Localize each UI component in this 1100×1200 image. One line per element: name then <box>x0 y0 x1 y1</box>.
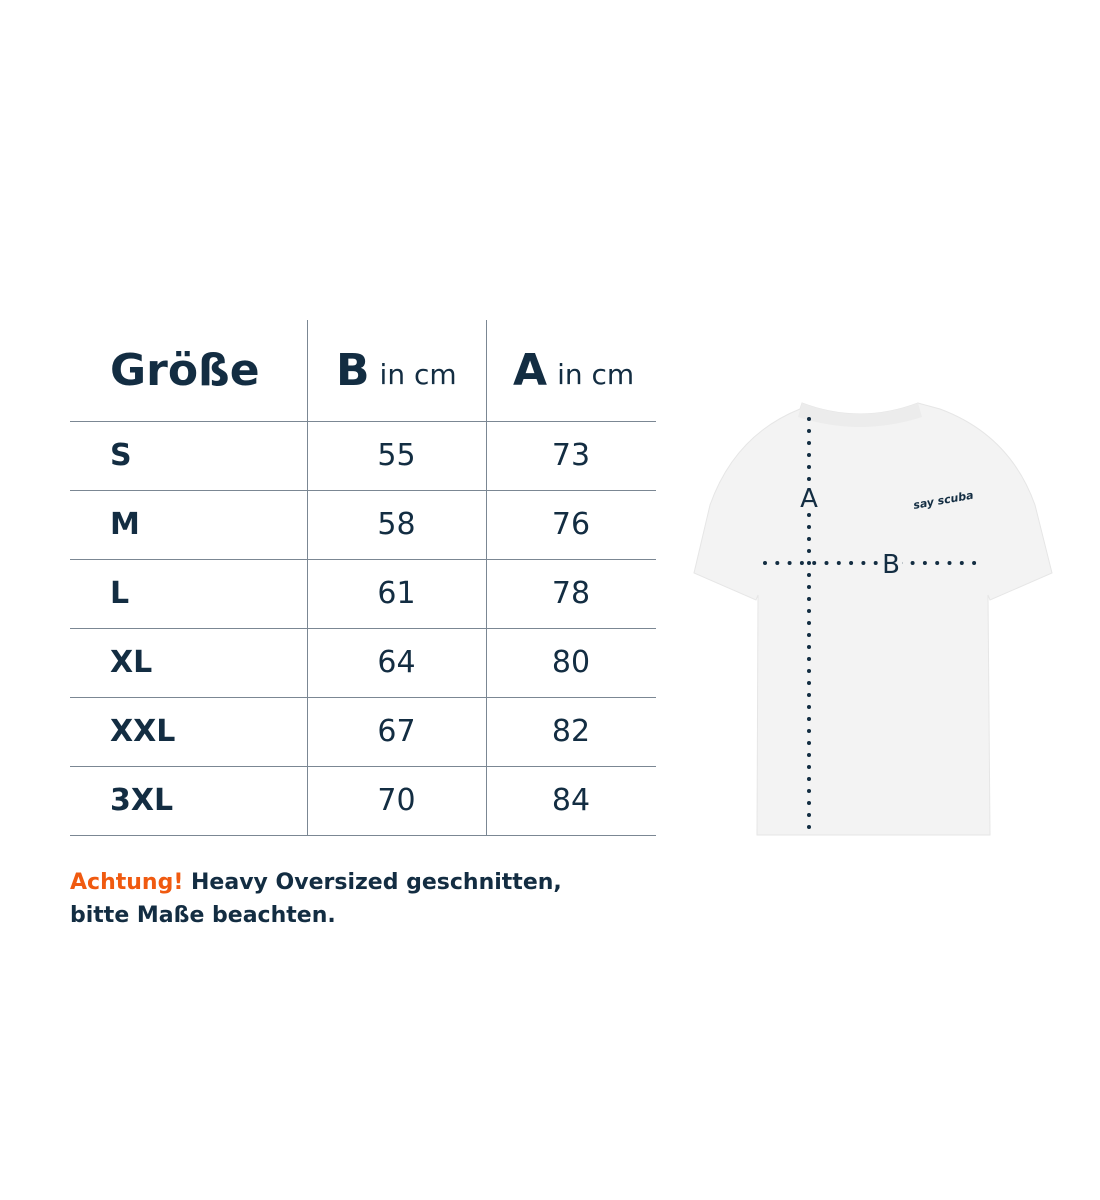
dot <box>807 525 811 529</box>
dot <box>807 777 811 781</box>
dot <box>873 561 878 565</box>
cell-b: 67 <box>377 714 416 749</box>
dot <box>807 561 811 565</box>
row-divider <box>70 559 656 560</box>
header-a-letter: A <box>513 345 548 396</box>
cell-a: 82 <box>551 714 591 749</box>
dot <box>861 561 866 565</box>
header-b-letter: B <box>336 345 370 396</box>
dot <box>807 441 811 445</box>
cell-size: XL <box>110 645 153 680</box>
dot <box>807 621 811 625</box>
row-divider <box>70 628 656 629</box>
tshirt-shape <box>693 402 1053 836</box>
header-a: A in cm <box>513 320 634 421</box>
dot <box>922 561 927 565</box>
dot <box>787 561 792 565</box>
cell-a: 73 <box>551 438 591 473</box>
note-warning: Achtung! <box>70 870 184 895</box>
dot <box>807 417 811 421</box>
dot <box>807 609 811 613</box>
row-divider <box>70 490 656 491</box>
cell-a: 84 <box>551 783 591 818</box>
dot <box>849 561 854 565</box>
dot <box>807 549 811 553</box>
dot <box>807 513 811 517</box>
dot <box>947 561 952 565</box>
label-a: A <box>800 484 818 514</box>
cell-a: 80 <box>551 645 591 680</box>
tshirt-diagram: A B say scuba <box>693 402 1053 836</box>
note-line2: bitte Maße beachten. <box>70 903 336 928</box>
dot <box>807 477 811 481</box>
column-divider <box>486 320 487 835</box>
dot <box>807 753 811 757</box>
note: Achtung! Heavy Oversized geschnitten, bi… <box>70 866 562 932</box>
cell-b: 70 <box>377 783 416 818</box>
dot <box>807 573 811 577</box>
dot <box>807 585 811 589</box>
cell-size: XXL <box>110 714 176 749</box>
dot <box>807 765 811 769</box>
dot <box>807 645 811 649</box>
cell-a: 76 <box>551 507 591 542</box>
dot <box>972 561 977 565</box>
row-divider <box>70 835 656 836</box>
dot <box>807 801 811 805</box>
header-size-label: Größe <box>110 345 260 396</box>
cell-size: M <box>110 507 140 542</box>
cell-size: 3XL <box>110 783 174 818</box>
dot <box>910 561 915 565</box>
dotted-line-b <box>763 561 977 565</box>
dot <box>807 465 811 469</box>
cell-a: 78 <box>551 576 591 611</box>
cell-b: 61 <box>377 576 416 611</box>
dot <box>775 561 780 565</box>
dot <box>807 825 811 829</box>
cell-size: L <box>110 576 130 611</box>
dot <box>807 633 811 637</box>
dot <box>807 681 811 685</box>
header-b-unit: in cm <box>379 358 457 391</box>
row-divider <box>70 697 656 698</box>
cell-size: S <box>110 438 132 473</box>
dot <box>807 729 811 733</box>
dot <box>807 669 811 673</box>
row-divider <box>70 766 656 767</box>
column-divider <box>307 320 308 835</box>
dot <box>824 561 829 565</box>
dot <box>935 561 940 565</box>
dot <box>959 561 964 565</box>
dotted-line-a <box>807 417 811 829</box>
dot <box>807 813 811 817</box>
dot <box>807 453 811 457</box>
size-table: Größe B in cm A in cm S 55 73 M 58 76 L 61 78 XL 6… <box>70 320 656 836</box>
dot <box>807 789 811 793</box>
cell-b: 64 <box>377 645 416 680</box>
dot <box>763 561 767 565</box>
row-divider <box>70 421 656 422</box>
dot <box>807 657 811 661</box>
dot <box>807 597 811 601</box>
dot <box>807 717 811 721</box>
dot <box>807 429 811 433</box>
cell-b: 55 <box>377 438 416 473</box>
header-size: Größe <box>110 320 260 421</box>
dot <box>807 693 811 697</box>
tshirt-collar <box>798 403 922 427</box>
dot <box>807 537 811 541</box>
dot <box>807 705 811 709</box>
header-a-unit: in cm <box>557 358 635 391</box>
header-b: B in cm <box>336 320 457 421</box>
dot <box>836 561 841 565</box>
cell-b: 58 <box>377 507 416 542</box>
dot <box>799 561 804 565</box>
note-line1: Heavy Oversized geschnitten, <box>183 870 562 895</box>
dot <box>812 561 817 565</box>
label-b: B <box>882 550 900 580</box>
dot <box>807 741 811 745</box>
